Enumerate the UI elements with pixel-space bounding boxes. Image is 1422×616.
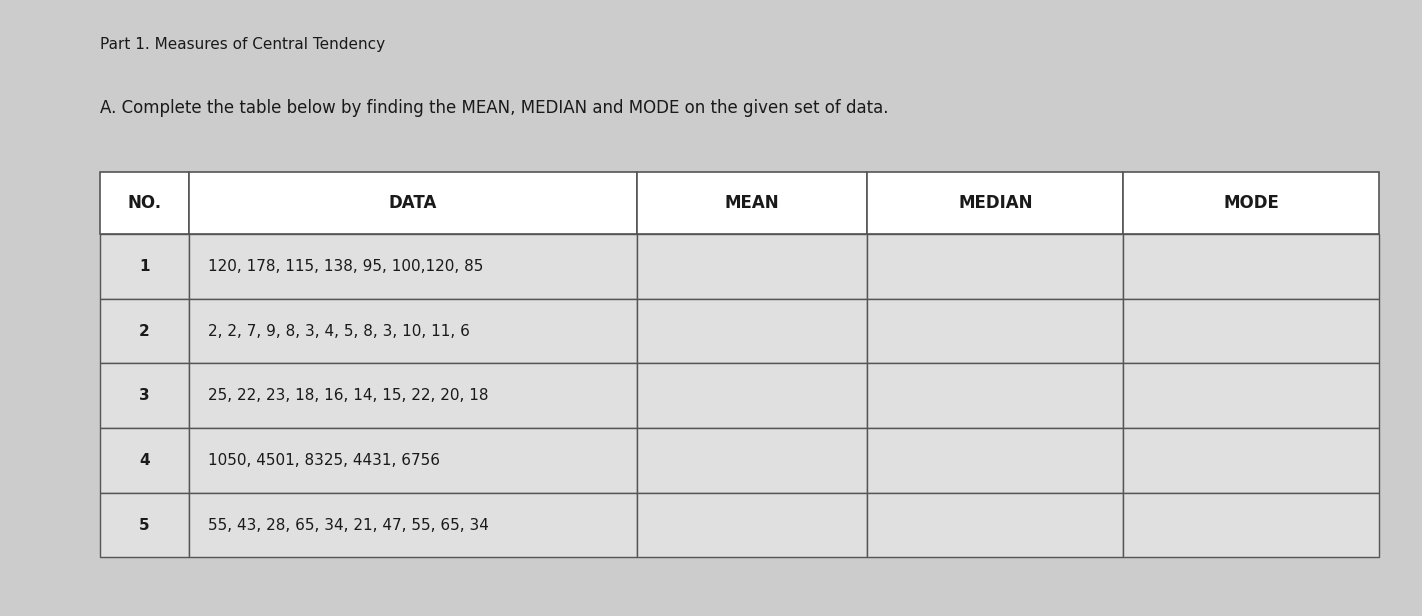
Text: 55, 43, 28, 65, 34, 21, 47, 55, 65, 34: 55, 43, 28, 65, 34, 21, 47, 55, 65, 34 bbox=[208, 517, 489, 533]
Text: Part 1. Measures of Central Tendency: Part 1. Measures of Central Tendency bbox=[100, 37, 385, 52]
Text: 1: 1 bbox=[139, 259, 149, 274]
Text: 2, 2, 7, 9, 8, 3, 4, 5, 8, 3, 10, 11, 6: 2, 2, 7, 9, 8, 3, 4, 5, 8, 3, 10, 11, 6 bbox=[208, 323, 469, 339]
Text: 25, 22, 23, 18, 16, 14, 15, 22, 20, 18: 25, 22, 23, 18, 16, 14, 15, 22, 20, 18 bbox=[208, 388, 488, 403]
Text: 2: 2 bbox=[139, 323, 149, 339]
Text: 5: 5 bbox=[139, 517, 149, 533]
Text: 4: 4 bbox=[139, 453, 149, 468]
Text: MODE: MODE bbox=[1223, 194, 1280, 213]
Text: 3: 3 bbox=[139, 388, 149, 403]
Text: 120, 178, 115, 138, 95, 100,120, 85: 120, 178, 115, 138, 95, 100,120, 85 bbox=[208, 259, 483, 274]
Text: NO.: NO. bbox=[128, 194, 161, 213]
Text: MEDIAN: MEDIAN bbox=[958, 194, 1032, 213]
Text: DATA: DATA bbox=[388, 194, 438, 213]
Text: 1050, 4501, 8325, 4431, 6756: 1050, 4501, 8325, 4431, 6756 bbox=[208, 453, 439, 468]
Text: MEAN: MEAN bbox=[725, 194, 779, 213]
Text: A. Complete the table below by finding the MEAN, MEDIAN and MODE on the given se: A. Complete the table below by finding t… bbox=[100, 99, 889, 116]
